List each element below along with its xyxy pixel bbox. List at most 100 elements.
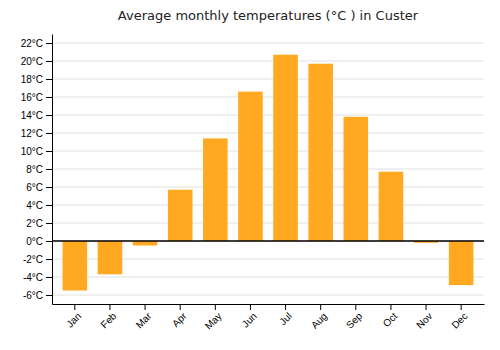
x-tick: Apr (170, 304, 189, 329)
bar (238, 92, 263, 241)
y-tick-label: -4°C (23, 272, 43, 283)
y-tick-label: 2°C (26, 218, 43, 229)
grid-line (52, 43, 484, 44)
x-tick-label: Jan (64, 310, 83, 329)
x-tick-mark (74, 304, 75, 310)
x-tick: Jul (277, 304, 294, 327)
y-tick: -2°C (23, 254, 52, 265)
bars (63, 55, 474, 291)
x-tick-mark (320, 304, 321, 310)
x-tick-mark (426, 304, 427, 310)
y-tick-mark (46, 151, 52, 152)
bar (344, 117, 369, 241)
y-tick: 18°C (21, 74, 52, 85)
y-tick: -4°C (23, 272, 52, 283)
y-tick-mark (46, 205, 52, 206)
y-tick: 0°C (26, 236, 52, 247)
y-tick-label: 8°C (26, 164, 43, 175)
chart: -6°C -4°C -2°C 0°C 2°C 4°C 6°C 8°C 10°C 12°C 14°C 1… (0, 0, 500, 350)
grid-line (52, 277, 484, 278)
grid-line (52, 61, 484, 62)
y-tick-label: 4°C (26, 200, 43, 211)
grid-line (52, 241, 484, 242)
y-tick-label: -2°C (23, 254, 43, 265)
x-tick-label: Oct (381, 310, 400, 329)
plot: -6°C -4°C -2°C 0°C 2°C 4°C 6°C 8°C 10°C 12°C 14°C 1… (21, 35, 485, 332)
y-tick-mark (46, 43, 52, 44)
x-tick-label: Dec (449, 310, 469, 330)
x-tick-label: May (203, 310, 224, 331)
x-tick-mark (285, 304, 286, 310)
x-tick-mark (461, 304, 462, 310)
grid-line (52, 133, 484, 134)
y-tick: 22°C (21, 38, 52, 49)
y-axis: -6°C -4°C -2°C 0°C 2°C 4°C 6°C 8°C 10°C 12°C 14°C 1… (21, 35, 53, 305)
grid-line (52, 151, 484, 152)
y-tick-mark (46, 295, 52, 296)
y-tick: 6°C (26, 182, 52, 193)
zero-line (52, 240, 484, 242)
bar (168, 190, 193, 241)
y-axis-line (52, 35, 53, 305)
y-tick-mark (46, 241, 52, 242)
x-tick: Jan (64, 304, 83, 330)
y-tick-label: 12°C (21, 128, 43, 139)
grid-line (52, 115, 484, 116)
x-tick: Jun (240, 304, 259, 330)
x-tick-label: Jun (240, 310, 259, 329)
y-tick-mark (46, 61, 52, 62)
bar (63, 241, 88, 291)
y-tick-mark (46, 115, 52, 116)
x-tick: Aug (309, 304, 329, 331)
x-tick: May (203, 304, 224, 332)
x-tick-mark (215, 304, 216, 310)
x-tick-label: Apr (170, 310, 189, 329)
x-tick: Oct (381, 304, 400, 329)
x-tick: Sep (344, 304, 365, 331)
y-tick-label: 10°C (21, 146, 43, 157)
y-tick: 14°C (21, 110, 52, 121)
x-tick-mark (109, 304, 110, 310)
y-tick-mark (46, 187, 52, 188)
y-tick-mark (46, 277, 52, 278)
y-tick-mark (46, 169, 52, 170)
bar (449, 241, 474, 285)
x-tick: Nov (414, 304, 434, 331)
bar (273, 55, 298, 241)
x-tick-label: Jul (277, 310, 294, 327)
y-tick-mark (46, 97, 52, 98)
y-tick: 20°C (21, 56, 52, 67)
y-tick: 12°C (21, 128, 52, 139)
y-tick-label: 14°C (21, 110, 43, 121)
y-tick: 10°C (21, 146, 52, 157)
y-tick: 16°C (21, 92, 52, 103)
y-tick-label: 0°C (26, 236, 43, 247)
bar (203, 138, 228, 241)
y-tick-label: 16°C (21, 92, 43, 103)
x-tick-label: Sep (344, 310, 365, 331)
grid-line (52, 169, 484, 170)
x-tick-label: Feb (98, 310, 118, 330)
x-tick-mark (355, 304, 356, 310)
x-axis-line (53, 304, 485, 305)
grid-line (52, 79, 484, 80)
x-tick-mark (145, 304, 146, 310)
bar (308, 64, 333, 241)
x-tick-mark (180, 304, 181, 310)
bar (98, 241, 123, 274)
grid (52, 43, 484, 295)
x-tick-label: Mar (134, 310, 154, 330)
grid-line (52, 295, 484, 296)
x-tick-label: Nov (414, 310, 434, 330)
x-tick: Mar (134, 304, 154, 330)
grid-line (52, 205, 484, 206)
x-tick-mark (250, 304, 251, 310)
grid-line (52, 187, 484, 188)
y-tick-mark (46, 133, 52, 134)
x-tick-label: Aug (309, 310, 329, 330)
title: Average monthly temperatures (°C ) in Cu… (118, 8, 419, 23)
y-tick-label: 22°C (21, 38, 43, 49)
y-tick: -6°C (23, 290, 52, 301)
y-tick: 2°C (26, 218, 52, 229)
y-tick-label: 20°C (21, 56, 43, 67)
